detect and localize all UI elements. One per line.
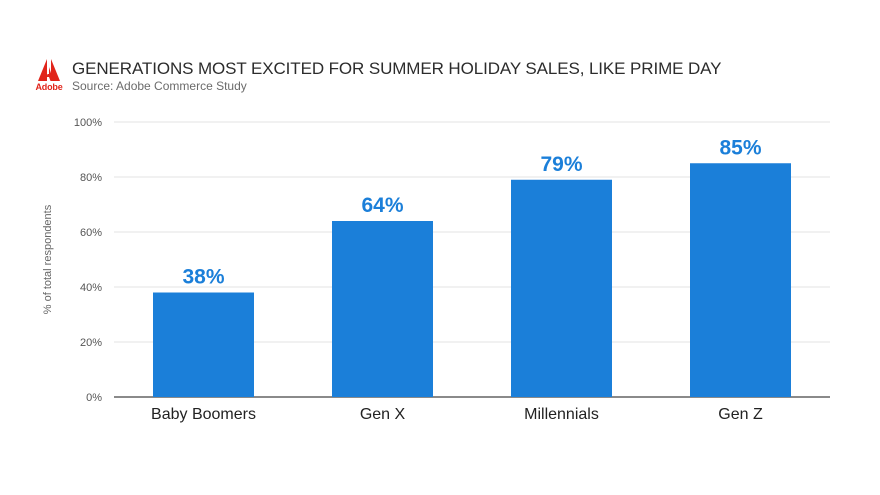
bar: [332, 221, 433, 397]
chart-subtitle: Source: Adobe Commerce Study: [72, 79, 247, 93]
bar: [690, 163, 791, 397]
adobe-logo-text: Adobe: [35, 82, 63, 92]
chart-title: GENERATIONS MOST EXCITED FOR SUMMER HOLI…: [72, 59, 722, 78]
bar: [153, 292, 254, 397]
x-tick-label: Baby Boomers: [151, 406, 256, 423]
bar: [511, 179, 612, 397]
bar-value-label: 79%: [540, 153, 582, 176]
y-tick-label: 80%: [80, 172, 102, 184]
bar-value-label: 85%: [719, 136, 761, 159]
x-tick-label: Millennials: [524, 406, 599, 423]
y-tick-label: 40%: [80, 282, 102, 294]
bar-value-label: 38%: [182, 266, 224, 289]
y-tick-label: 0%: [86, 392, 102, 404]
x-tick-label: Gen X: [360, 406, 406, 423]
x-tick-label: Gen Z: [718, 406, 763, 423]
adobe-logo-icon: [38, 59, 60, 81]
bar-value-label: 64%: [361, 194, 403, 217]
y-axis-title: % of total respondents: [42, 204, 54, 314]
adobe-logo: Adobe: [34, 58, 64, 94]
y-tick-label: 100%: [74, 117, 102, 129]
y-tick-label: 20%: [80, 337, 102, 349]
y-tick-label: 60%: [80, 227, 102, 239]
